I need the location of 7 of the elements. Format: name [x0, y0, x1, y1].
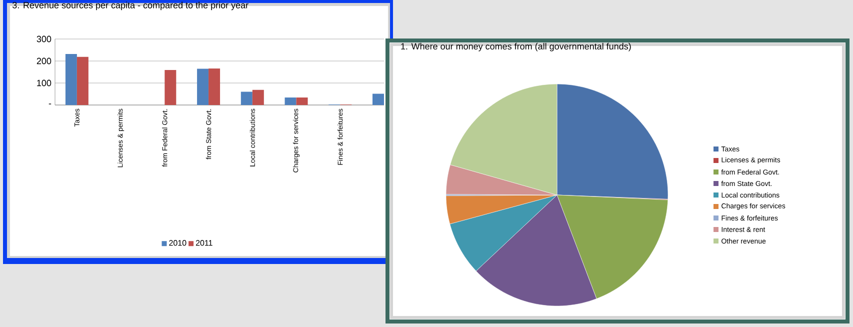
chart-title: 1. Where our money comes from (all governmental funds)	[401, 42, 631, 52]
y-tick-label: 200	[36, 58, 52, 64]
chart-title: 3. Revenue sources per capita - compared to the prior year	[12, 2, 248, 10]
legend-label: 2010	[169, 240, 186, 246]
y-tick-label: 100	[37, 80, 52, 86]
legend-label: 2011	[196, 240, 212, 246]
y-tick-label: 300	[36, 36, 52, 42]
